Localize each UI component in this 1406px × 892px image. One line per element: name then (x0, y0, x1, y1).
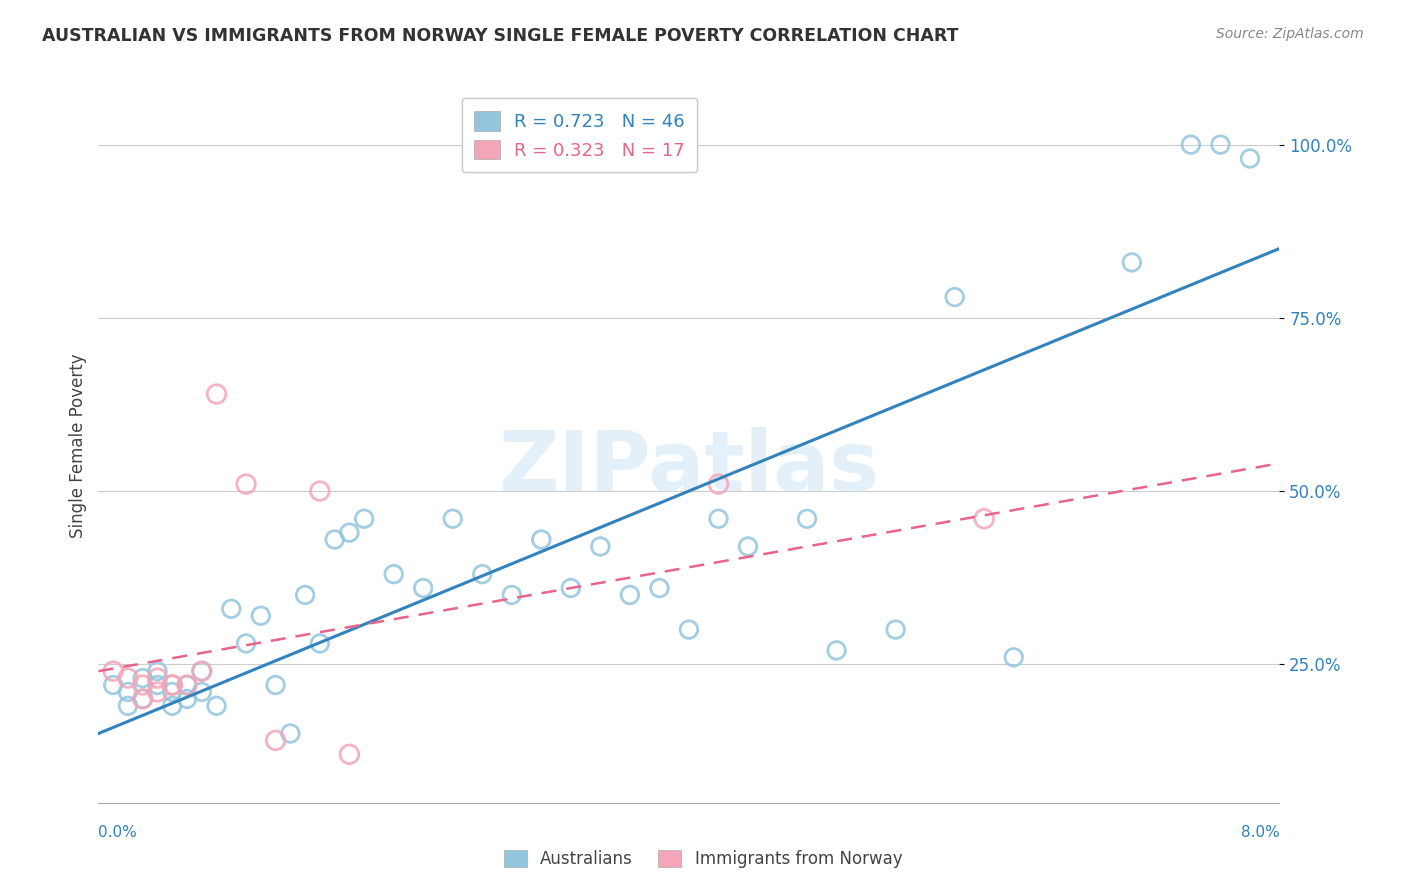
Point (176, 678, 198, 692)
Point (132, 678, 155, 692)
Point (796, 512, 818, 526)
Point (441, 512, 464, 526)
Point (308, 636, 332, 650)
Point (1121, 255, 1143, 269)
Point (162, 685, 183, 699)
Point (973, 512, 995, 526)
Point (825, 643, 848, 657)
Point (323, 533, 346, 547)
Text: 0.0%: 0.0% (98, 825, 138, 840)
Point (205, 387, 228, 401)
Point (707, 477, 730, 491)
Point (103, 678, 124, 692)
Point (294, 588, 316, 602)
Point (103, 664, 124, 678)
Point (219, 602, 242, 616)
Point (191, 685, 214, 699)
Text: 8.0%: 8.0% (1240, 825, 1279, 840)
Point (501, 588, 523, 602)
Point (162, 678, 183, 692)
Point (678, 623, 700, 637)
Legend: Australians, Immigrants from Norway: Australians, Immigrants from Norway (496, 843, 910, 875)
Point (264, 678, 287, 692)
Text: ZIPatlas: ZIPatlas (499, 427, 879, 508)
Point (1180, 137, 1202, 152)
Point (737, 540, 759, 554)
Point (146, 671, 169, 685)
Point (146, 685, 169, 699)
Point (191, 664, 214, 678)
Point (235, 636, 257, 650)
Point (146, 664, 169, 678)
Point (530, 533, 553, 547)
Point (176, 678, 198, 692)
Text: AUSTRALIAN VS IMMIGRANTS FROM NORWAY SINGLE FEMALE POVERTY CORRELATION CHART: AUSTRALIAN VS IMMIGRANTS FROM NORWAY SIN… (42, 27, 959, 45)
Legend: R = 0.723   N = 46, R = 0.323   N = 17: R = 0.723 N = 46, R = 0.323 N = 17 (461, 98, 697, 172)
Point (471, 567, 494, 582)
Point (235, 477, 257, 491)
Point (162, 698, 183, 713)
Point (176, 691, 198, 706)
Point (619, 588, 641, 602)
Point (1002, 650, 1025, 665)
Point (278, 726, 301, 740)
Point (308, 483, 332, 498)
Point (191, 664, 214, 678)
Point (589, 540, 612, 554)
Point (132, 691, 155, 706)
Point (117, 698, 139, 713)
Point (250, 608, 273, 623)
Point (412, 581, 434, 595)
Point (117, 671, 139, 685)
Text: Source: ZipAtlas.com: Source: ZipAtlas.com (1216, 27, 1364, 41)
Point (146, 678, 169, 692)
Point (382, 567, 405, 582)
Point (560, 581, 582, 595)
Y-axis label: Single Female Poverty: Single Female Poverty (69, 354, 87, 538)
Point (264, 733, 287, 747)
Point (648, 581, 671, 595)
Point (337, 525, 360, 540)
Point (132, 691, 155, 706)
Point (1209, 137, 1232, 152)
Point (117, 685, 139, 699)
Point (707, 512, 730, 526)
Point (353, 512, 375, 526)
Point (162, 678, 183, 692)
Point (205, 698, 228, 713)
Point (884, 623, 907, 637)
Point (132, 671, 155, 685)
Point (943, 290, 966, 304)
Point (337, 747, 360, 762)
Point (1239, 152, 1261, 166)
